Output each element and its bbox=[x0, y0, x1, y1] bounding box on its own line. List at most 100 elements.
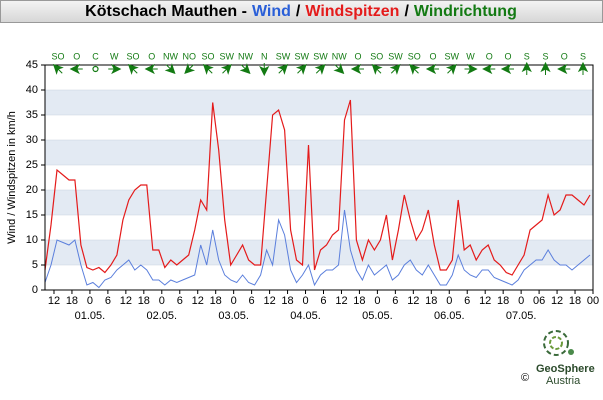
wind-direction-label: C bbox=[92, 51, 99, 61]
x-tick-label: 0 bbox=[518, 295, 524, 307]
x-tick-label: 12 bbox=[263, 295, 275, 307]
day-label: 07.05. bbox=[506, 310, 537, 322]
wind-arrow bbox=[333, 63, 345, 75]
x-tick-label: 06 bbox=[533, 295, 545, 307]
x-tick-label: 18 bbox=[425, 295, 437, 307]
grid-band bbox=[45, 140, 593, 165]
wind-arrow bbox=[350, 63, 364, 75]
wind-direction-label: SO bbox=[408, 51, 421, 61]
x-tick-label: 6 bbox=[464, 295, 470, 307]
x-tick-label: 00 bbox=[587, 295, 599, 307]
wind-arrow bbox=[164, 63, 176, 75]
grid-band bbox=[45, 90, 593, 115]
wind-arrow bbox=[69, 63, 83, 75]
title-part: Kötschach Mauthen - bbox=[85, 3, 247, 20]
wind-direction-label: NW bbox=[332, 51, 347, 61]
plot-area: 0 5 10 15 20 25 30 35 40 45 Wind / Windspitzen in … bbox=[6, 51, 599, 322]
x-tick-label: 12 bbox=[407, 295, 419, 307]
series-line bbox=[44, 99, 591, 276]
copyright: © bbox=[521, 372, 529, 384]
wind-direction-label: SW bbox=[220, 51, 235, 61]
wind-direction-label: NO bbox=[183, 51, 197, 61]
y-tick-label: 40 bbox=[26, 84, 38, 96]
wind-arrow bbox=[557, 63, 571, 75]
wind-direction-label: SW bbox=[276, 51, 291, 61]
x-tick-label: 18 bbox=[497, 295, 509, 307]
x-tick-label: 18 bbox=[353, 295, 365, 307]
x-tick-label: 18 bbox=[138, 295, 150, 307]
x-tick-label: 6 bbox=[392, 295, 398, 307]
wind-direction-label: O bbox=[354, 51, 361, 61]
title-part: / bbox=[296, 3, 301, 20]
wind-direction-label: SW bbox=[445, 51, 460, 61]
wind-direction-label: NW bbox=[163, 51, 178, 61]
brand-sub: Austria bbox=[546, 375, 581, 387]
wind-arrow bbox=[371, 63, 383, 75]
x-tick-label: 0 bbox=[231, 295, 237, 307]
wind-arrow bbox=[314, 63, 326, 75]
x-tick-label: 12 bbox=[479, 295, 491, 307]
wind-arrow bbox=[295, 63, 307, 75]
wind-direction-label: SW bbox=[313, 51, 328, 61]
title-part: Windrichtung bbox=[414, 3, 517, 20]
wind-arrow bbox=[220, 63, 232, 75]
wind-direction-label: N bbox=[261, 51, 268, 61]
wind-direction-label: SO bbox=[370, 51, 383, 61]
wind-arrow bbox=[144, 63, 158, 75]
wind-arrow bbox=[540, 61, 551, 75]
wind-direction-label: O bbox=[486, 51, 493, 61]
wind-arrow bbox=[239, 63, 251, 75]
y-tick-label: 15 bbox=[26, 209, 38, 221]
logo bbox=[543, 330, 574, 356]
day-label: 04.05. bbox=[290, 310, 321, 322]
y-tick-label: 20 bbox=[26, 184, 38, 196]
wind-arrow bbox=[259, 63, 270, 77]
x-tick-label: 12 bbox=[120, 295, 132, 307]
x-tick-label: 18 bbox=[281, 295, 293, 307]
wind-arrow bbox=[464, 63, 478, 75]
y-tick-label: 35 bbox=[26, 109, 38, 121]
x-tick-label: 0 bbox=[159, 295, 165, 307]
wind-direction-label: W bbox=[466, 51, 475, 61]
x-tick-label: 6 bbox=[105, 295, 111, 307]
wind-direction-label: SW bbox=[388, 51, 403, 61]
y-axis-label: Wind / Windspitzen in km/h bbox=[6, 111, 18, 244]
y-tick-label: 5 bbox=[32, 259, 38, 271]
x-tick-label: 18 bbox=[569, 295, 581, 307]
day-label: 02.05. bbox=[146, 310, 177, 322]
day-label: 01.05. bbox=[75, 310, 106, 322]
title-part: Windspitzen bbox=[305, 3, 399, 20]
title-part: Wind bbox=[252, 3, 291, 20]
brand: GeoSphere bbox=[536, 363, 595, 375]
wind-direction-label: SO bbox=[126, 51, 139, 61]
plot-frame bbox=[44, 64, 594, 291]
y-tick-label: 30 bbox=[26, 134, 38, 146]
calm-marker bbox=[92, 65, 99, 73]
series-line bbox=[44, 209, 591, 289]
title-part: / bbox=[404, 3, 409, 20]
wind-direction-label: O bbox=[429, 51, 436, 61]
wind-direction-label: SO bbox=[51, 51, 64, 61]
x-tick-label: 6 bbox=[177, 295, 183, 307]
y-tick-label: 25 bbox=[26, 159, 38, 171]
wind-direction-label: O bbox=[148, 51, 155, 61]
wind-direction-label: S bbox=[524, 51, 530, 61]
wind-arrow bbox=[202, 63, 214, 75]
wind-direction-label: S bbox=[542, 51, 548, 61]
chart-title: Kötschach Mauthen - Wind / Windspitzen / Wind… bbox=[85, 3, 517, 20]
wind-direction-label: SO bbox=[201, 51, 214, 61]
day-label: 06.05. bbox=[434, 310, 465, 322]
wind-arrow bbox=[127, 63, 139, 75]
x-tick-label: 12 bbox=[192, 295, 204, 307]
y-tick-label: 10 bbox=[26, 234, 38, 246]
day-label: 05.05. bbox=[362, 310, 393, 322]
x-tick-label: 0 bbox=[374, 295, 380, 307]
wind-direction-label: SW bbox=[295, 51, 310, 61]
day-label: 03.05. bbox=[218, 310, 249, 322]
wind-arrow bbox=[445, 63, 457, 75]
y-tick-label: 45 bbox=[26, 59, 38, 71]
wind-direction-label: O bbox=[73, 51, 80, 61]
wind-arrow bbox=[389, 63, 401, 75]
wind-arrow bbox=[577, 61, 589, 75]
